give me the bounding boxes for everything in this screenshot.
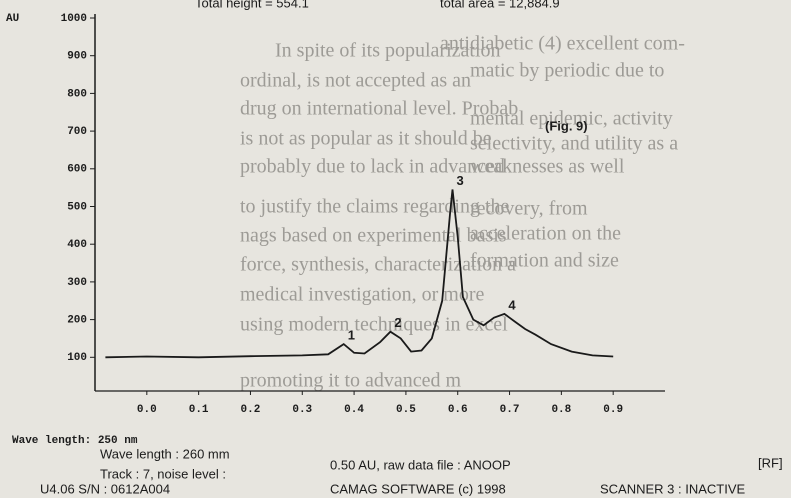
raw-file: 0.50 AU, raw data file : ANOOP	[330, 457, 511, 472]
y-tick-label: 400	[67, 239, 87, 251]
x-tick-label: 0.4	[344, 404, 364, 416]
trace	[105, 189, 614, 359]
y-tick-label: 1000	[61, 13, 87, 25]
y-tick-label: 500	[67, 201, 87, 213]
y-tick-label: 200	[67, 315, 87, 327]
background-line: antidiabetic (4) excellent com-	[440, 33, 685, 55]
total-height: Total height = 554.1	[195, 0, 309, 10]
peak-label: 2	[394, 315, 401, 330]
background-line: force, synthesis, characterization a	[240, 254, 516, 276]
background-line: nags based on experimental basis	[240, 225, 507, 247]
peak-label: 3	[457, 173, 464, 188]
background-line: promoting it to advanced m	[240, 370, 462, 392]
background-line: formation and size	[470, 250, 619, 272]
scanner: SCANNER 3 : INACTIVE	[600, 481, 746, 496]
serial: U4.06 S/N : 0612A004	[40, 481, 170, 496]
y-tick-label: 700	[67, 126, 87, 138]
rf: [RF]	[758, 455, 783, 470]
y-tick-label: 100	[67, 352, 87, 364]
background-line: is not as popular as it should be	[240, 128, 492, 150]
background-line: probably due to lack in advanced	[240, 156, 505, 178]
y-tick-label: 300	[67, 277, 87, 289]
y-tick-label: 900	[67, 51, 87, 63]
x-tick-label: 0.3	[292, 404, 312, 416]
background-line: to justify the claims regarding the	[240, 196, 509, 218]
x-tick-label: 0.7	[500, 404, 520, 416]
background-line: mental epidemic, activity	[470, 108, 673, 130]
x-tick-label: 0.0	[137, 404, 157, 416]
software: CAMAG SOFTWARE (c) 1998	[330, 481, 506, 496]
wave-length: Wave length : 260 mm	[100, 446, 230, 461]
background-line: drug on international level. Probab	[240, 98, 518, 120]
x-tick-label: 0.5	[396, 404, 416, 416]
peak-label: 4	[508, 297, 516, 312]
overlay-text: Wave length: 250 nm	[12, 435, 138, 447]
y-tick-label: 600	[67, 164, 87, 176]
background-line: recovery, from	[470, 198, 588, 220]
background-line: selectivity, and utility as a	[470, 133, 678, 155]
background-line: ordinal, is not accepted as an	[240, 70, 471, 92]
y-tick-label: 800	[67, 88, 87, 100]
x-tick-label: 0.6	[448, 404, 468, 416]
figure-label: (Fig. 9)	[545, 118, 588, 133]
x-tick-label: 0.1	[189, 404, 209, 416]
background-line: weaknesses as well	[470, 156, 625, 178]
x-tick-label: 0.9	[603, 404, 623, 416]
x-tick-label: 0.8	[551, 404, 571, 416]
track: Track : 7, noise level :	[100, 466, 226, 481]
total-area: total area = 12,884.9	[440, 0, 560, 10]
peak-label: 1	[348, 328, 355, 343]
background-line: acceleration on the	[470, 223, 621, 245]
background-line: medical investigation, or more	[240, 284, 484, 306]
x-tick-label: 0.2	[241, 404, 261, 416]
background-line: matic by periodic due to	[470, 60, 664, 82]
background-line: using modern techniques in excel	[240, 314, 508, 336]
y-axis-label: AU	[6, 13, 19, 25]
background-line: In spite of its popularization	[275, 40, 501, 62]
